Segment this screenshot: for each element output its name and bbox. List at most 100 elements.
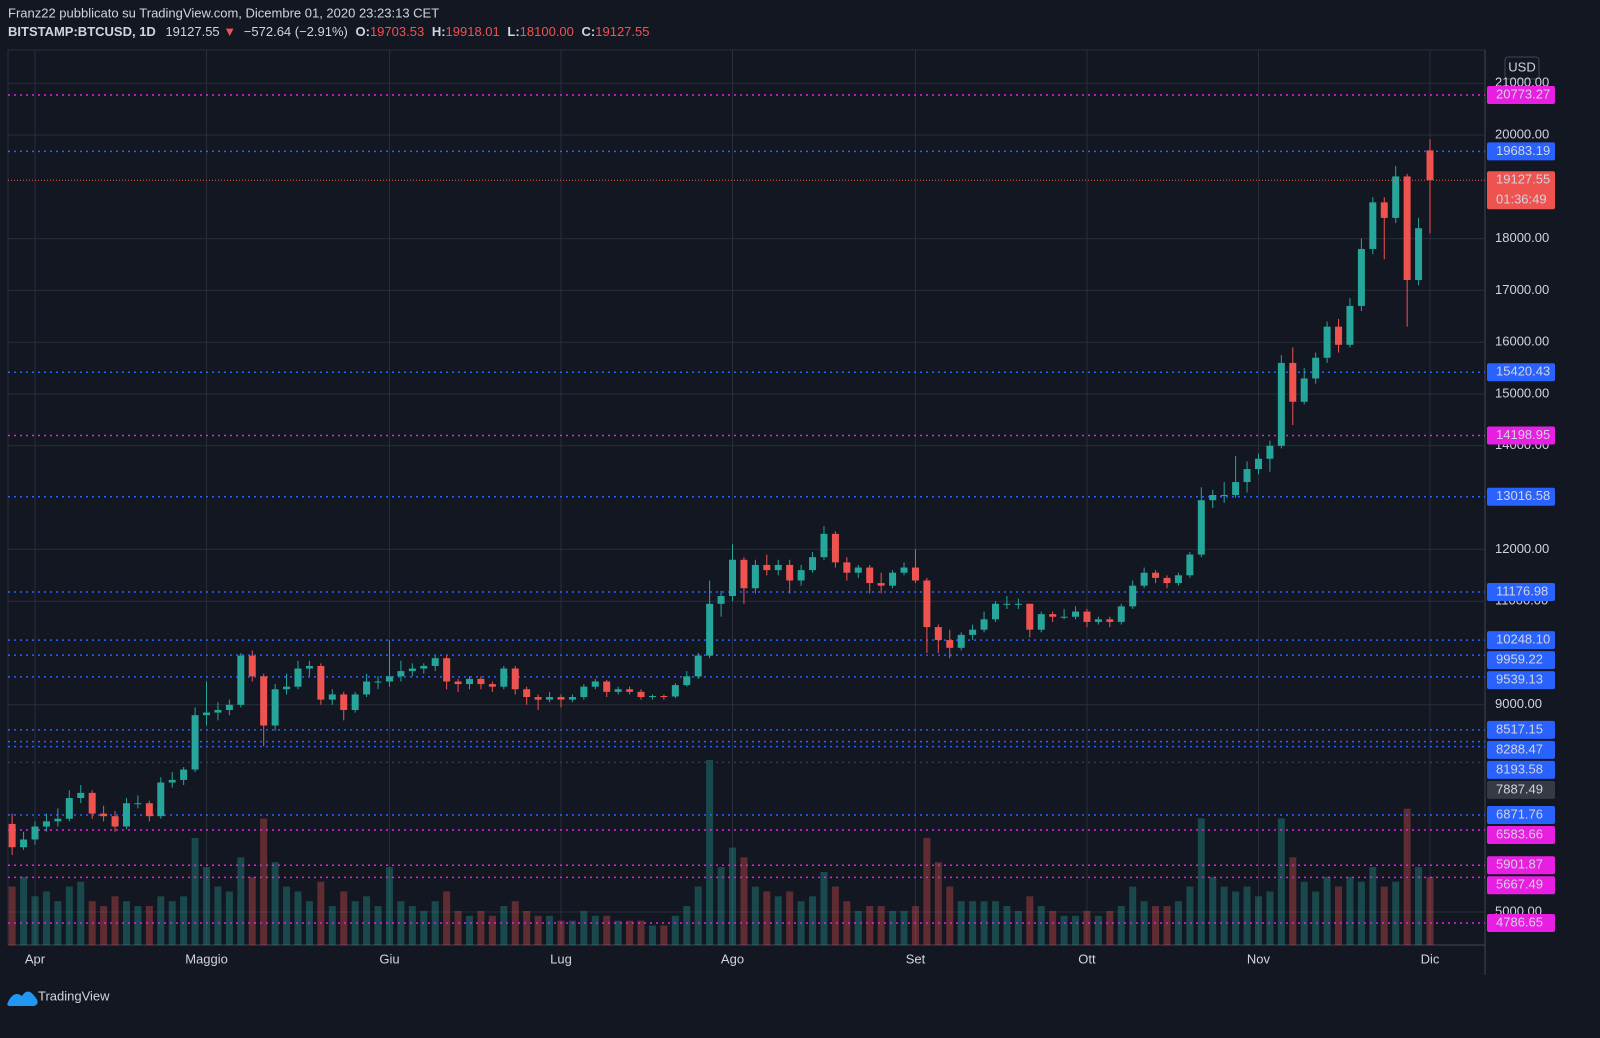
candle-body [820, 533, 828, 558]
level-label: 7887.49 [1496, 781, 1543, 796]
level-badge [1487, 631, 1555, 650]
volume-bar [911, 906, 919, 945]
volume-bar [626, 920, 634, 945]
last-price: 19127.55 [165, 24, 219, 39]
volume-bar [1163, 906, 1171, 945]
candle-body [397, 671, 405, 677]
candle-body [1392, 176, 1400, 218]
volume-bar [740, 857, 748, 945]
candle-body [305, 665, 313, 669]
level-badge [1487, 583, 1555, 602]
volume-bar [1415, 867, 1423, 945]
volume-bar [1072, 915, 1080, 945]
candle-body [374, 681, 382, 683]
volume-bar [648, 925, 656, 945]
l-value: 18100.00 [520, 24, 574, 39]
candle-body [1369, 202, 1377, 249]
volume-bar [1014, 910, 1022, 945]
candle-body [1049, 614, 1057, 617]
volume-bar [534, 915, 542, 945]
x-tick-label: Maggio [185, 951, 228, 966]
candle-body [740, 559, 748, 589]
volume-bar [294, 891, 302, 945]
candle-body [1380, 202, 1388, 218]
x-tick-label: Ago [721, 951, 744, 966]
candle-body [214, 709, 222, 713]
level-label: 8517.15 [1496, 721, 1543, 736]
volume-bar [1243, 886, 1251, 945]
candle-body [854, 567, 862, 573]
volume-bar [122, 901, 130, 945]
candle-body [1209, 495, 1217, 501]
candle-body [1140, 572, 1148, 586]
x-tick-label: Dic [1421, 951, 1440, 966]
level-badge [1487, 740, 1555, 759]
volume-bar [1323, 876, 1331, 945]
volume-bar [934, 862, 942, 945]
volume-bar [969, 901, 977, 945]
x-tick-label: Apr [25, 951, 46, 966]
volume-bar [1003, 906, 1011, 945]
volume-bar [134, 906, 142, 945]
volume-bar [488, 915, 496, 945]
candle-body [203, 712, 211, 716]
level-badge [1487, 806, 1555, 825]
plot-layer: 5000.009000.0011000.0012000.0014000.0015… [8, 50, 1549, 966]
candle-body [843, 562, 851, 573]
volume-bar [1266, 891, 1274, 945]
candle-body [957, 634, 965, 648]
volume-bar [980, 901, 988, 945]
volume-bar [1083, 910, 1091, 945]
candle-body [626, 689, 634, 692]
candle-body [180, 769, 188, 780]
candle-body [477, 678, 485, 685]
volume-bar [111, 896, 119, 945]
volume-bar [637, 920, 645, 945]
volume-bar [591, 915, 599, 945]
y-tick-label: 17000.00 [1495, 282, 1549, 297]
volume-bar [580, 910, 588, 945]
level-label: 14198.95 [1496, 427, 1550, 442]
volume-bar [1152, 906, 1160, 945]
volume-bar [831, 886, 839, 945]
level-label: 4786.65 [1496, 914, 1543, 929]
c-label: C: [582, 24, 596, 39]
x-tick-label: Set [906, 951, 926, 966]
candle-body [534, 697, 542, 700]
last-price-badge [1487, 171, 1555, 210]
volume-bar [1026, 896, 1034, 945]
volume-bar [466, 915, 474, 945]
volume-bar [385, 867, 393, 945]
volume-bar [820, 871, 828, 945]
candle-body [157, 782, 165, 817]
candle-body [1037, 614, 1045, 630]
volume-bar [1392, 881, 1400, 945]
volume-bar [1357, 881, 1365, 945]
volume-bar [42, 891, 50, 945]
candle-body [1346, 305, 1354, 345]
volume-bar [1197, 818, 1205, 945]
candle-body [751, 564, 759, 589]
level-label: 6583.66 [1496, 826, 1543, 841]
level-badge [1487, 720, 1555, 739]
candle-body [363, 681, 371, 695]
level-label: 13016.58 [1496, 488, 1550, 503]
candle-body [1254, 458, 1262, 470]
candle-body [385, 676, 393, 682]
candle-body [614, 689, 622, 692]
volume-bar [854, 910, 862, 945]
volume-bar [1254, 896, 1262, 945]
candle-body [248, 655, 256, 677]
volume-bar [1300, 881, 1308, 945]
countdown: 01:36:49 [1496, 192, 1547, 207]
logo: TradingView [7, 988, 110, 1006]
volume-bar [328, 906, 336, 945]
volume-bar [283, 886, 291, 945]
candle-body [1323, 326, 1331, 358]
candle-body [1163, 577, 1171, 584]
candle-body [408, 668, 416, 672]
o-value: 19703.53 [370, 24, 424, 39]
candle-body [1174, 575, 1182, 584]
candle-body [328, 694, 336, 700]
level-badge [1487, 363, 1555, 382]
